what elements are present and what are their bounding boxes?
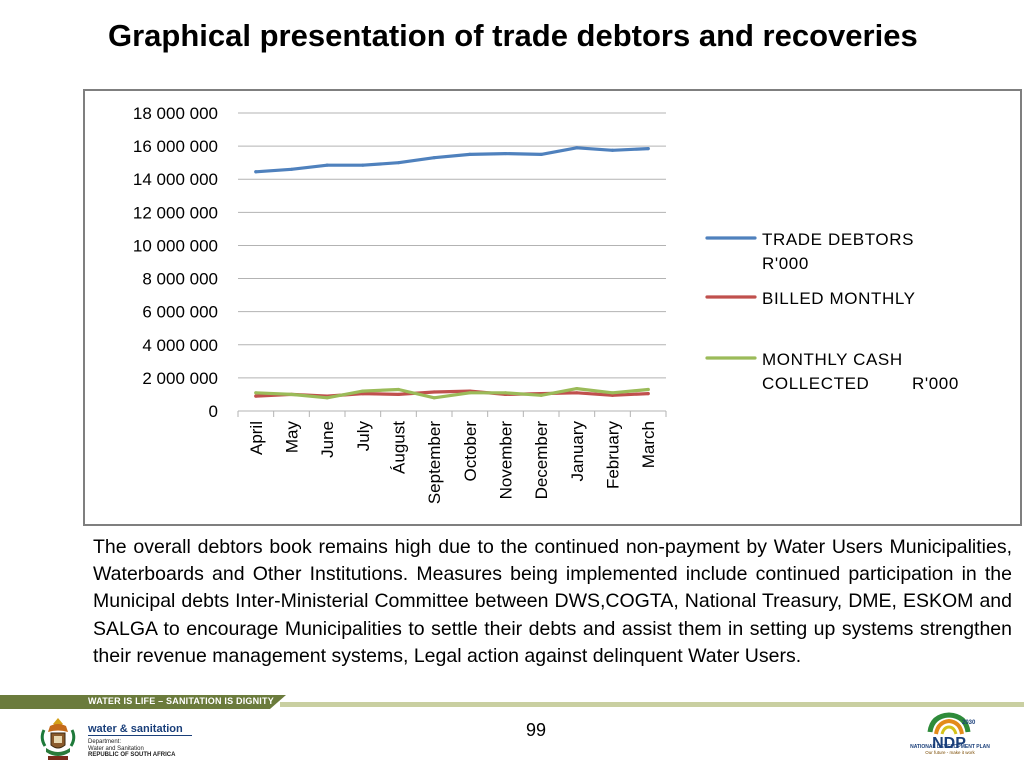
line-chart: 0 2 000 000 4 000 000 6 000 000 8 000 000 10 … [133, 104, 959, 504]
slide-body-text: The overall debtors book remains high du… [93, 536, 1012, 667]
footer-band: WATER IS LIFE – SANITATION IS DIGNITY [0, 695, 1024, 709]
y-tick-label: 2 000 000 [142, 369, 218, 388]
legend-label: TRADE DEBTORS [762, 230, 914, 249]
data-point [361, 163, 365, 167]
x-tick-label: June [318, 421, 337, 458]
legend-label: COLLECTED R'000 [762, 374, 959, 393]
data-point [396, 392, 401, 397]
x-tick-label: September [425, 421, 444, 504]
legend-label: R'000 [762, 254, 809, 273]
data-point [254, 391, 258, 395]
data-point [432, 156, 436, 160]
y-tick-label: 14 000 000 [133, 170, 218, 189]
y-tick-label: 12 000 000 [133, 203, 218, 222]
x-tick-label: February [604, 421, 623, 490]
legend-label: MONTHLY CASH [762, 350, 903, 369]
ndp-tagline: Our future - make it work [925, 750, 975, 755]
y-tick-label: 4 000 000 [142, 336, 218, 355]
x-tick-label: July [354, 421, 373, 452]
series-line-3 [254, 387, 650, 400]
data-point [610, 391, 615, 395]
y-tick-label: 10 000 000 [133, 236, 218, 255]
data-point [432, 396, 436, 400]
data-point [646, 387, 650, 392]
data-point [503, 151, 508, 156]
data-point [610, 148, 615, 152]
dept-name: water & sanitation [88, 723, 183, 735]
data-point [361, 389, 365, 393]
ndp-logo-icon: 2030 NDP [927, 712, 976, 752]
data-point [254, 170, 258, 174]
x-tick-label: May [283, 421, 302, 454]
data-point [432, 390, 436, 394]
y-tick-label: 16 000 000 [133, 137, 218, 156]
slide-title: Graphical presentation of trade debtors … [108, 18, 918, 53]
y-tick-label: 18 000 000 [133, 104, 218, 123]
footer-band-dark [0, 695, 270, 709]
data-point [503, 391, 508, 395]
data-point [254, 394, 258, 398]
x-tick-label: October [461, 421, 480, 482]
data-point [575, 146, 579, 150]
coat-of-arms-icon [40, 718, 76, 760]
x-tick-label: March [639, 421, 658, 468]
dept-sub-line-2: Water and Sanitation [88, 745, 144, 752]
y-tick-label: 0 [209, 402, 218, 421]
footer-slogan: WATER IS LIFE – SANITATION IS DIGNITY [88, 696, 274, 706]
data-point [468, 391, 472, 395]
x-tick-label: December [532, 421, 551, 500]
data-point [575, 391, 579, 395]
ndp-year: 2030 [962, 720, 976, 726]
legend-label: BILLED MONTHLY [762, 289, 916, 308]
data-point [575, 387, 579, 391]
page-number: 99 [526, 720, 547, 740]
x-tick-label: January [568, 421, 587, 482]
y-tick-label: 6 000 000 [142, 303, 218, 322]
data-point [646, 392, 650, 396]
dept-subtitle: Department: Water and Sanitation REPUBLI… [88, 739, 175, 759]
dept-country: REPUBLIC OF SOUTH AFRICA [88, 752, 176, 758]
data-point [539, 152, 543, 156]
ndp-name: NATIONAL DEVELOPMENT PLAN [910, 744, 990, 750]
series-line-1 [254, 146, 650, 174]
data-point [289, 392, 294, 397]
ndp-abbr: NDP [932, 735, 966, 752]
dept-divider [88, 735, 192, 736]
x-tick-label: April [247, 421, 266, 455]
data-point [289, 167, 294, 171]
footer-band-line [280, 702, 1024, 707]
data-point [396, 161, 401, 165]
dept-sub-line-1: Department: [88, 739, 122, 745]
y-tick-label: 8 000 000 [142, 270, 218, 289]
data-point [468, 152, 472, 156]
x-tick-label: Áugust [390, 421, 409, 474]
data-point [325, 396, 329, 400]
data-point [325, 163, 329, 167]
chart-frame: 0 2 000 000 4 000 000 6 000 000 8 000 000 10 … [83, 89, 1022, 526]
x-tick-label: November [497, 421, 516, 500]
data-point [610, 393, 615, 397]
data-point [396, 387, 401, 392]
data-point [539, 393, 543, 397]
data-point [646, 146, 650, 151]
